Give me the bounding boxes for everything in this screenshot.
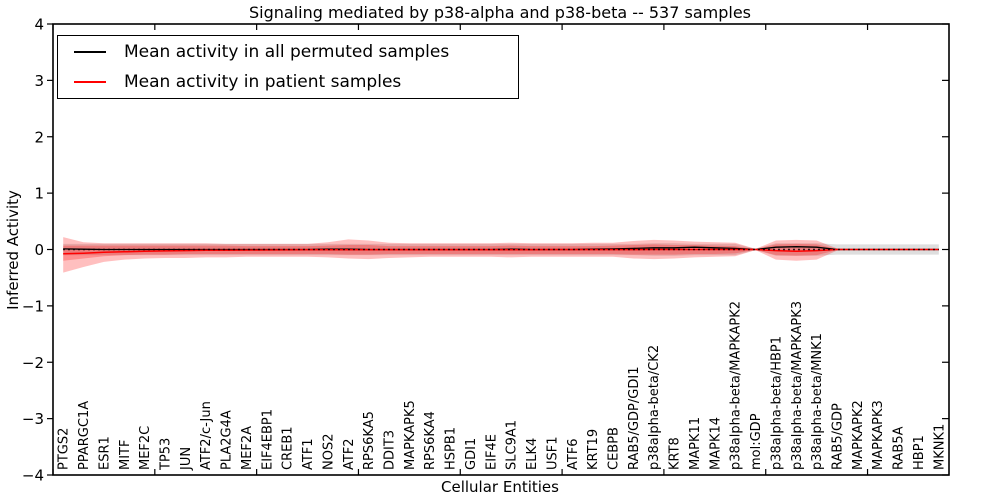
x-category-label: PLA2G4A xyxy=(220,410,235,470)
x-category-label: MAPKAPK2 xyxy=(851,400,866,470)
patient-outer-band xyxy=(63,237,939,273)
x-category-label: MAPK14 xyxy=(708,417,723,470)
x-category-label: JUN xyxy=(179,447,194,471)
x-category-label: USF1 xyxy=(545,436,560,470)
x-category-label: RAB5/GDP/GDI1 xyxy=(627,367,642,470)
y-tick-label: 1 xyxy=(34,185,44,203)
y-tick-label: −2 xyxy=(22,354,44,372)
y-tick-label: 0 xyxy=(34,241,44,259)
x-category-label: NOS2 xyxy=(321,434,336,470)
x-category-label: MEF2A xyxy=(240,426,255,470)
x-category-label: RAB5A xyxy=(892,426,907,470)
x-category-label: PTGS2 xyxy=(57,428,72,470)
x-category-label: p38alpha-beta/CK2 xyxy=(647,345,662,470)
x-category-label: PPARGC1A xyxy=(77,401,92,470)
legend-item-permuted: Mean activity in all permuted samples xyxy=(58,37,518,67)
x-category-label: CEBPB xyxy=(607,427,622,470)
x-category-label: RPS6KA5 xyxy=(362,411,377,470)
x-category-label: DDIT3 xyxy=(383,430,398,470)
x-category-label: ATF6 xyxy=(566,438,581,470)
x-category-label: EIF4EBP1 xyxy=(260,409,275,470)
x-category-label: GDI1 xyxy=(464,438,479,470)
y-tick-label: 4 xyxy=(34,16,44,34)
x-category-label: MAPK11 xyxy=(688,417,703,470)
x-category-label: SLC9A1 xyxy=(505,420,520,470)
x-category-label: p38alpha-beta/MAPKAPK2 xyxy=(729,301,744,470)
legend-label-permuted: Mean activity in all permuted samples xyxy=(124,42,450,62)
x-category-label: p38alpha-beta/MNK1 xyxy=(810,333,825,470)
x-category-label: KRT8 xyxy=(668,437,683,470)
legend-item-patient: Mean activity in patient samples xyxy=(58,67,518,97)
legend-swatch-patient-line xyxy=(74,81,106,83)
x-category-label: RPS6KA4 xyxy=(423,411,438,470)
x-category-label: HBP1 xyxy=(912,435,927,470)
x-category-label: EIF4E xyxy=(484,434,499,470)
y-tick-label: −1 xyxy=(22,297,44,315)
y-tick-label: −4 xyxy=(22,467,44,485)
x-category-label: ATF2/c-Jun xyxy=(199,401,214,470)
patient-mean-line xyxy=(63,248,939,255)
x-category-label: mol:GDP xyxy=(749,413,764,470)
x-category-label: p38alpha-beta/MAPKAPK3 xyxy=(790,301,805,470)
x-axis-label: Cellular Entities xyxy=(441,478,559,496)
x-category-label: MAPKAPK5 xyxy=(403,400,418,470)
x-category-label: ATF1 xyxy=(301,438,316,470)
x-category-label: ATF2 xyxy=(342,438,357,470)
x-category-label: MEF2C xyxy=(138,426,153,470)
x-category-label: CREB1 xyxy=(281,426,296,470)
x-category-label: KRT19 xyxy=(586,429,601,470)
x-category-label: MITF xyxy=(118,440,133,470)
x-category-label: ESR1 xyxy=(97,436,112,470)
x-category-label: TP53 xyxy=(159,438,174,471)
legend-swatch-permuted-line xyxy=(74,51,106,53)
chart-title: Signaling mediated by p38-alpha and p38-… xyxy=(248,3,751,22)
x-category-label: MAPKAPK3 xyxy=(871,400,886,470)
y-tick-label: 2 xyxy=(34,128,44,146)
y-tick-label: 3 xyxy=(34,72,44,90)
x-category-label: p38alpha-beta/HBP1 xyxy=(769,336,784,470)
x-category-label: MKNK1 xyxy=(932,424,947,470)
x-category-label: RAB5/GDP xyxy=(831,403,846,470)
legend-label-patient: Mean activity in patient samples xyxy=(124,72,402,92)
x-category-label: ELK4 xyxy=(525,438,540,470)
x-category-label: HSPB1 xyxy=(444,427,459,470)
legend: Mean activity in all permuted samples Me… xyxy=(57,35,519,99)
y-tick-label: −3 xyxy=(22,410,44,428)
